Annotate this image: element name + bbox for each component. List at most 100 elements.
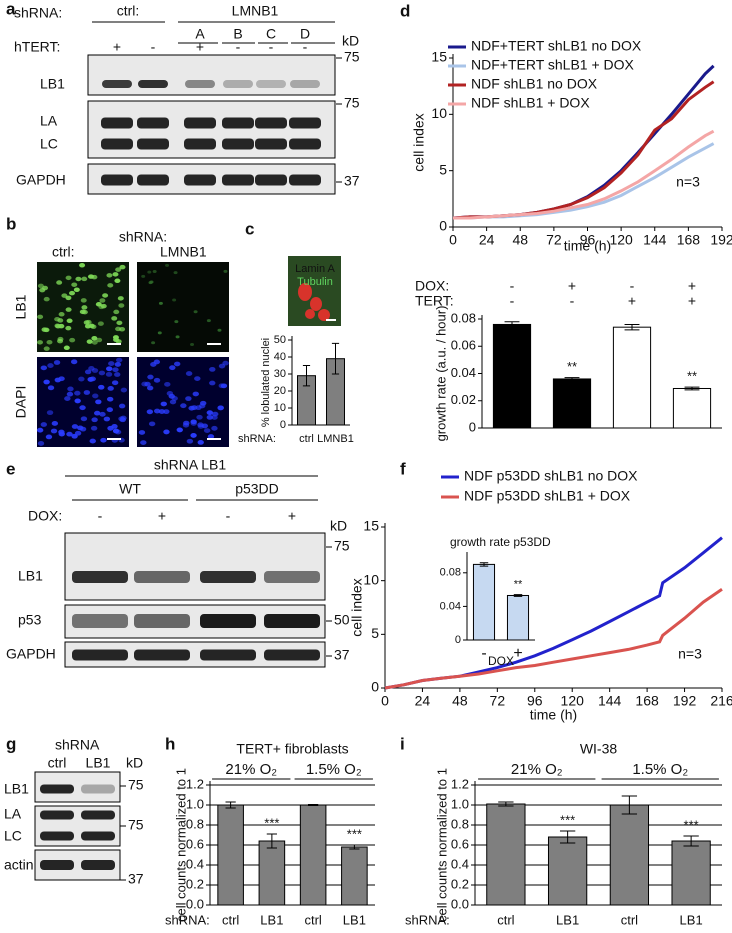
row-label: actin	[4, 857, 34, 873]
significance: ***	[264, 815, 279, 830]
marker-label: 75	[344, 49, 360, 65]
chart-title: WI-38	[580, 741, 618, 757]
nucleus	[174, 320, 179, 324]
band	[184, 138, 216, 150]
nucleus	[100, 437, 107, 443]
band	[200, 614, 256, 628]
bar	[552, 378, 592, 429]
nucleus	[158, 301, 163, 305]
row-label: DOX:	[28, 508, 62, 524]
nucleus	[40, 365, 48, 371]
nucleus	[64, 396, 71, 401]
nucleus	[146, 409, 154, 415]
kd-label: kD	[126, 755, 143, 771]
y-tick-label: 0	[371, 679, 379, 695]
legend-label: NDF+TERT shLB1 + DOX	[471, 57, 635, 73]
band	[264, 614, 320, 628]
series-line	[453, 129, 715, 220]
band	[40, 860, 74, 870]
group-label: LMNB1	[232, 3, 279, 19]
nucleus	[318, 309, 330, 321]
nucleus	[75, 276, 82, 282]
sign: -	[630, 278, 635, 294]
nucleus	[207, 434, 215, 439]
row-label: LA	[40, 113, 58, 129]
x-tick-label: LB1	[343, 912, 366, 927]
error-bar	[302, 365, 311, 387]
nucleus	[92, 393, 99, 399]
error-bar	[684, 386, 700, 391]
x-tick-label: 24	[479, 232, 495, 248]
nucleus	[172, 298, 177, 302]
band	[255, 138, 287, 150]
legend-label: NDF shLB1 + DOX	[471, 95, 590, 111]
nucleus	[37, 283, 44, 289]
panel-label: d	[400, 1, 410, 20]
sign: -	[226, 508, 231, 524]
group-label: 21% O₂	[511, 761, 563, 778]
sign: -	[151, 39, 156, 55]
x-axis-label: time (h)	[530, 707, 577, 723]
x-tick-label: 96	[527, 693, 543, 709]
x-tick-label: 120	[609, 232, 633, 248]
bar	[217, 804, 244, 906]
legend-label: NDF shLB1 no DOX	[471, 76, 598, 92]
panel-label: i	[400, 734, 405, 753]
nucleus	[37, 441, 45, 446]
y-axis-label: cell counts normalized to 1	[434, 768, 449, 922]
nucleus	[91, 368, 99, 373]
x-prefix: shRNA:	[238, 433, 276, 445]
row-label: LB1	[18, 568, 43, 584]
nucleus	[164, 381, 171, 387]
note: n=3	[678, 646, 702, 662]
nucleus	[190, 433, 197, 438]
error-bar	[479, 562, 489, 567]
nucleus	[107, 283, 114, 288]
note: n=3	[676, 174, 700, 190]
nucleus	[90, 425, 98, 431]
error-bar	[498, 801, 514, 807]
nucleus	[43, 379, 50, 385]
column-label: ctrl:	[52, 244, 75, 260]
nucleus	[66, 391, 74, 397]
band	[81, 810, 115, 820]
sign: -	[510, 278, 515, 294]
nucleus	[176, 427, 183, 433]
nucleus	[211, 425, 218, 431]
marker-label: 37	[334, 647, 350, 663]
nucleus	[185, 371, 193, 376]
nucleus	[111, 316, 118, 321]
nucleus	[173, 271, 178, 275]
y-tick-label: 1.0	[451, 796, 469, 811]
nucleus	[157, 331, 162, 335]
legend-label: NDF p53DD shLB1 no DOX	[464, 468, 638, 484]
x-tick-label: 96	[580, 232, 596, 248]
nucleus	[185, 396, 192, 402]
nucleus	[114, 372, 121, 377]
bar	[341, 846, 368, 906]
nucleus	[47, 385, 55, 391]
error-bar	[225, 801, 236, 809]
band	[200, 649, 256, 661]
error-bar	[683, 835, 699, 847]
row-label: LB1	[40, 76, 65, 92]
band	[134, 649, 190, 661]
group-label: ctrl:	[117, 3, 140, 19]
group-label: p53DD	[235, 481, 279, 497]
y-tick-label: 0	[455, 634, 461, 646]
y-tick-label: 0.6	[186, 836, 204, 851]
row-label: shRNA:	[14, 5, 62, 21]
y-tick-label: 0.4	[186, 856, 204, 871]
nucleus	[169, 365, 176, 371]
nucleus	[106, 273, 113, 278]
stain-label: Lamin A	[295, 263, 335, 275]
x-tick-label: +	[513, 645, 522, 662]
group-label: WT	[119, 481, 141, 497]
y-tick-label: 0.0	[451, 896, 469, 911]
marker-label: 50	[334, 612, 350, 628]
y-tick-label: 15	[363, 518, 379, 534]
error-bar	[513, 594, 523, 597]
nucleus	[69, 290, 76, 296]
band	[101, 174, 133, 186]
nucleus	[152, 270, 157, 274]
